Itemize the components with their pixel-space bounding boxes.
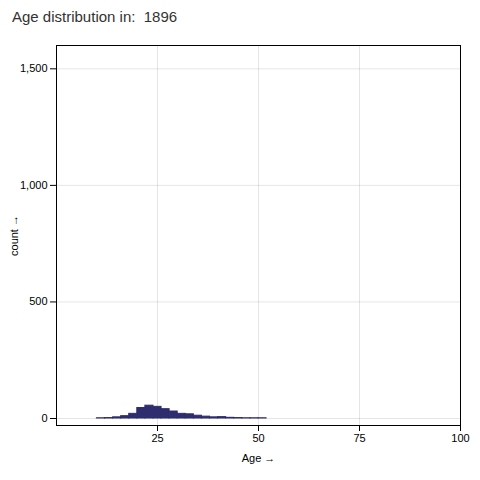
svg-text:1,500: 1,500 xyxy=(20,62,48,74)
svg-text:25: 25 xyxy=(151,432,163,444)
html-text:Age distribution in: 1896: Age distribution in: 1896 xyxy=(12,8,178,25)
svg-text:50: 50 xyxy=(252,432,264,444)
svg-text:100: 100 xyxy=(451,432,469,444)
svg-text:1,000: 1,000 xyxy=(20,179,48,191)
svg-text:count →: count → xyxy=(8,215,20,256)
svg-text:0: 0 xyxy=(41,412,47,424)
svg-text:Age →: Age → xyxy=(242,452,276,464)
svg-text:500: 500 xyxy=(29,295,47,307)
svg-text:75: 75 xyxy=(353,432,365,444)
